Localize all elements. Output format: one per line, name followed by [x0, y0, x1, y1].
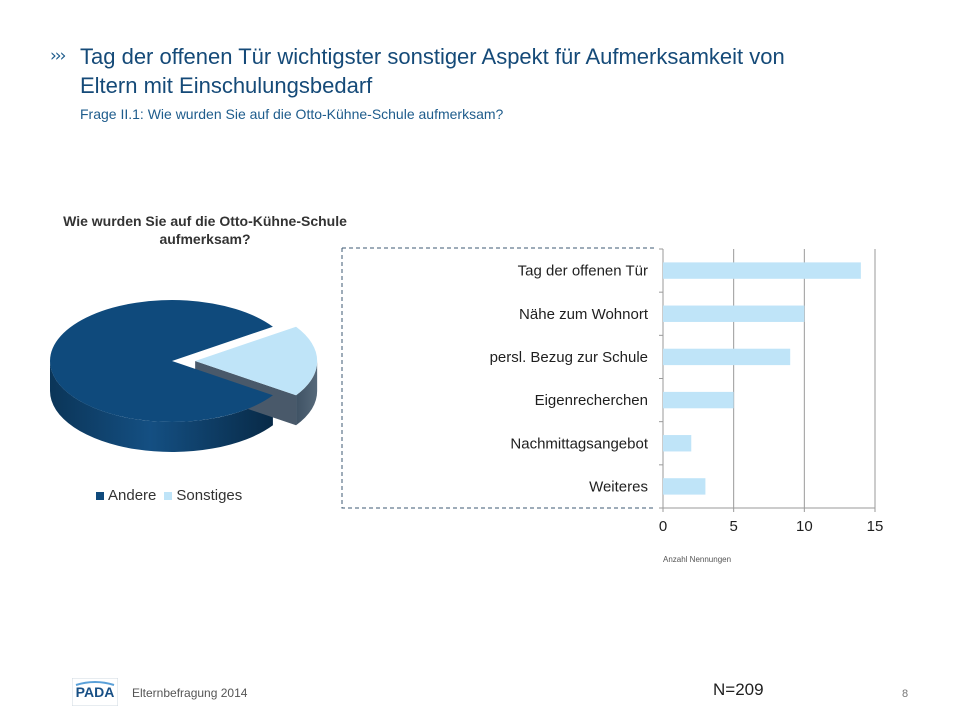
category-label: Nachmittagsangebot	[510, 435, 648, 452]
x-tick-label: 0	[659, 518, 667, 535]
pie-slice-sonstiges-side	[296, 361, 318, 426]
legend-swatch-andere	[96, 491, 104, 500]
legend-item-sonstiges: Sonstiges	[164, 487, 242, 504]
title-chevron-icon: ›››	[50, 46, 66, 66]
legend-label-sonstiges: Sonstiges	[176, 487, 243, 504]
legend-item-andere: Andere	[96, 487, 156, 504]
pie-slice-sonstiges	[195, 326, 318, 396]
page-number: 8	[902, 688, 909, 700]
category-label: Nähe zum Wohnort	[519, 306, 649, 323]
connector-outline	[341, 247, 656, 509]
bar-4	[663, 435, 692, 452]
bar-0	[663, 262, 861, 279]
bar-chart: 0 5 10 15 Tag der offenen Tür Nähe zum Wohnor…	[490, 248, 884, 564]
bar-3	[663, 391, 734, 409]
page-subtitle: Frage II.1: Wie wurden Sie auf die Otto-…	[80, 106, 504, 122]
legend-label-andere: Andere	[108, 487, 157, 504]
survey-label: Elternbefragung 2014	[132, 686, 248, 700]
bar-1	[663, 305, 805, 322]
pie-slice-andere-side	[50, 361, 273, 452]
pada-logo-text: PADA	[76, 684, 115, 700]
pada-logo: PADA	[72, 678, 118, 706]
category-label: Weiteres	[589, 478, 648, 495]
x-tick-label: 10	[796, 518, 813, 535]
bar-2	[663, 348, 791, 366]
x-tick-label: 5	[729, 518, 737, 535]
category-label: persl. Bezug zur Schule	[490, 349, 648, 366]
bar-5	[663, 478, 706, 495]
category-label: Tag der offenen Tür	[518, 263, 648, 280]
pie-legend: Andere Sonstiges	[96, 487, 250, 504]
pada-logo-icon: PADA	[72, 678, 118, 706]
pie-chart-title: Wie wurden Sie auf die Otto-Kühne-Schule…	[63, 213, 347, 247]
x-tick-label: 15	[867, 518, 884, 535]
category-label: Eigenrecherchen	[535, 392, 648, 409]
legend-swatch-sonstiges	[164, 491, 173, 500]
pie-bar-connector	[341, 247, 656, 509]
x-axis-title: Anzahl Nennungen	[663, 555, 731, 564]
pie-slice-andere	[49, 300, 273, 423]
pie-chart	[49, 300, 318, 452]
page-title: Tag der offenen Tür wichtigster sonstige…	[80, 44, 785, 98]
sample-size: N=209	[713, 680, 764, 699]
